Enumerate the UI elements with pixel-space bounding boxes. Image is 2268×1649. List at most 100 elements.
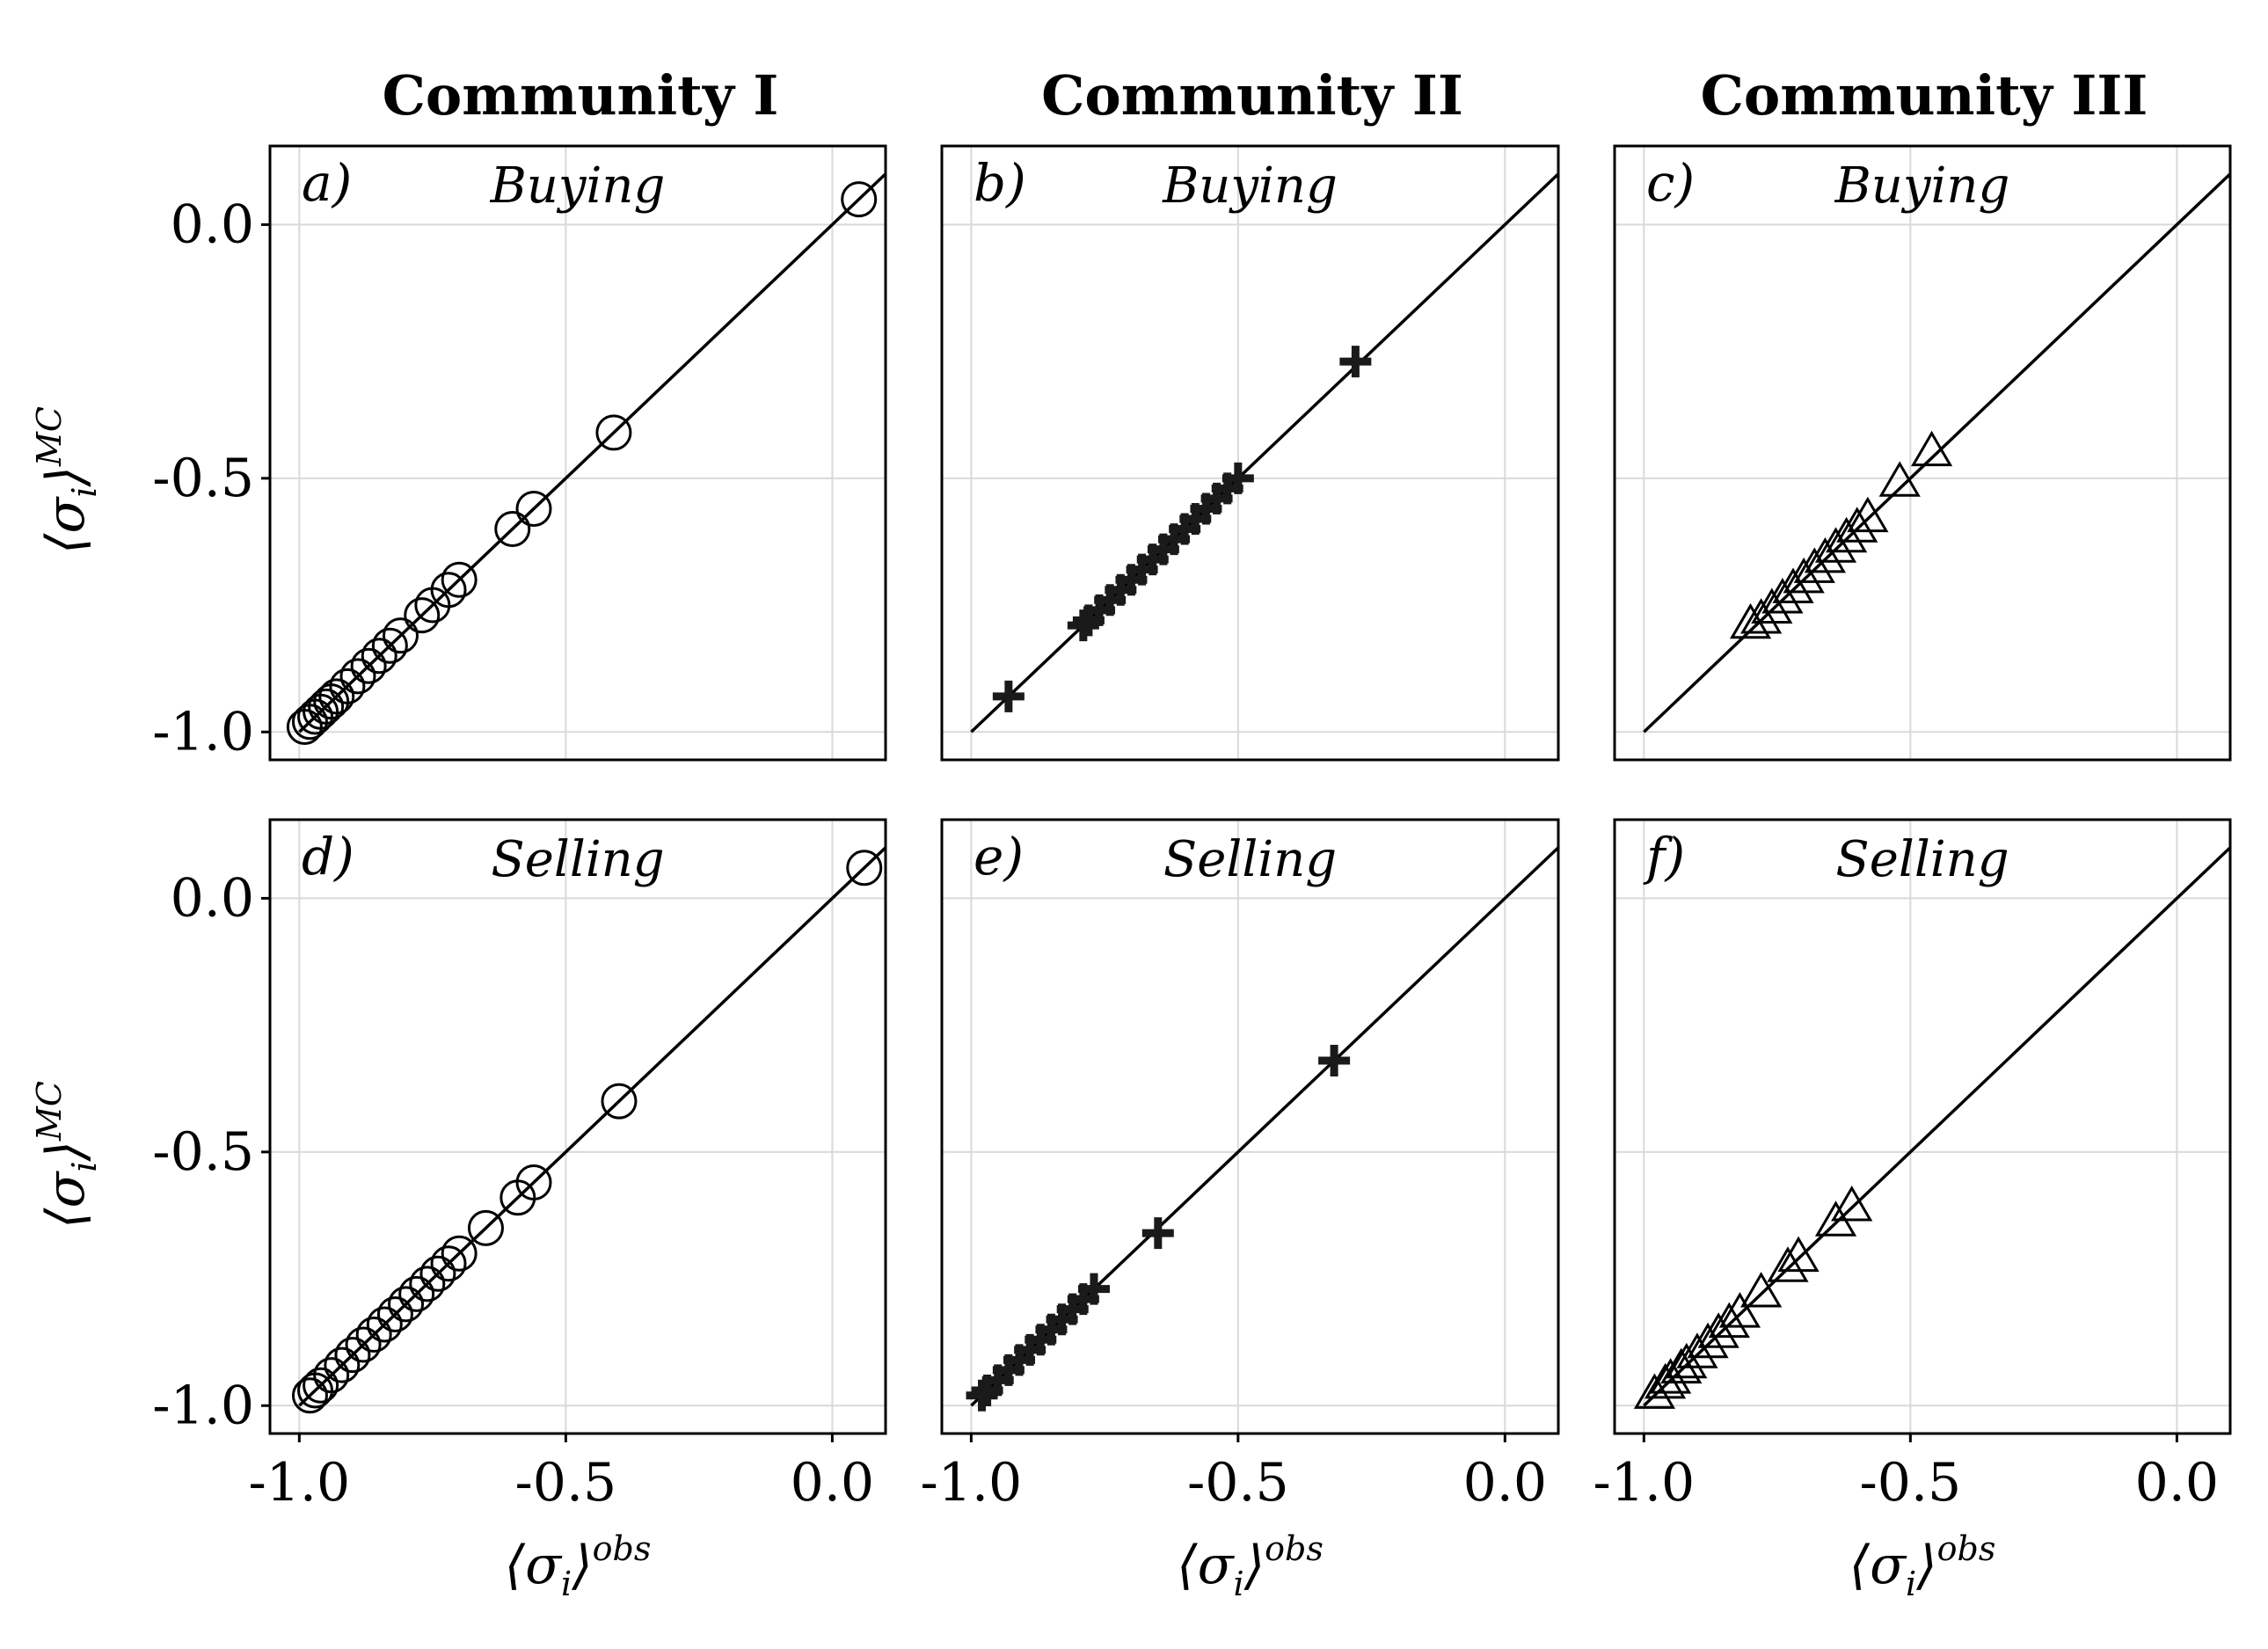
data-point <box>376 1295 413 1332</box>
data-point <box>992 680 1025 712</box>
x-axis-label-sub: i <box>561 1565 572 1603</box>
data-point <box>1814 1200 1857 1237</box>
panel-letter: b) <box>974 153 1026 213</box>
data-point <box>1339 346 1372 378</box>
y-axis-label-main: ⟨σ <box>35 1171 97 1229</box>
column-title-2: Community II <box>1041 63 1463 128</box>
data-point <box>1676 1332 1718 1368</box>
y-axis-label-sub: i <box>65 486 104 497</box>
plot-frame <box>1613 818 2232 1435</box>
panel-d: d) Selling -1.0 -0.5 0.0 -1.0 -0.5 0.0 <box>152 818 887 1514</box>
y-tick-label: 0.0 <box>171 193 254 255</box>
data-point <box>1761 577 1804 614</box>
panel-subtitle: Buying <box>1834 157 2010 215</box>
panel-subtitle: Selling <box>491 831 664 888</box>
panel-subtitle: Buying <box>1162 157 1338 215</box>
y-axis-label-bottom: ⟨σi⟩MC <box>30 1081 104 1229</box>
data-point <box>350 647 387 684</box>
panel-letter: a) <box>302 153 352 213</box>
x-axis-label-sup: obs <box>593 1529 652 1568</box>
data-point <box>414 587 451 624</box>
data-point <box>1633 1373 1676 1409</box>
data-point <box>1740 1272 1783 1308</box>
svg-text:⟨σi⟩obs: ⟨σi⟩obs <box>505 1529 652 1603</box>
panel-f: f) Selling -1.0 -0.5 0.0 <box>1593 818 2232 1514</box>
data-point <box>846 850 883 887</box>
panel-b: b) Buying <box>940 144 1560 762</box>
panel-subtitle: Selling <box>1835 831 2009 888</box>
plot-frame <box>268 818 887 1435</box>
x-tick-label: -1.0 <box>248 1452 350 1514</box>
data-point <box>291 1377 328 1414</box>
plot-frame <box>268 144 887 762</box>
data-point <box>1666 1342 1708 1379</box>
y-tick-label: -1.0 <box>152 701 254 762</box>
data-point <box>1067 609 1099 642</box>
x-tick-label: -1.0 <box>921 1452 1023 1514</box>
data-point <box>355 1317 392 1353</box>
x-axis-label-main: ⟨σ <box>1177 1535 1235 1596</box>
data-point <box>441 1235 478 1272</box>
data-point <box>1718 1292 1761 1328</box>
data-point <box>1141 1217 1174 1250</box>
y-axis-label-sub: i <box>65 1161 104 1171</box>
x-tick-label: -0.5 <box>515 1452 617 1514</box>
data-point <box>1687 1322 1729 1359</box>
data-point <box>494 511 531 548</box>
column-title-3: Community III <box>1701 63 2148 128</box>
data-point <box>1783 557 1825 594</box>
data-point <box>1826 516 1868 553</box>
data-point <box>515 490 552 527</box>
y-tick-label: -0.5 <box>152 448 254 509</box>
identity-line <box>298 172 887 733</box>
svg-text:⟨σi⟩obs: ⟨σi⟩obs <box>1177 1529 1324 1603</box>
x-axis-labels: ⟨σi⟩obs ⟨σi⟩obs ⟨σi⟩obs <box>505 1529 1996 1603</box>
data-point <box>1831 1186 1873 1222</box>
x-axis-label-sup: obs <box>1265 1529 1324 1568</box>
data-point <box>361 638 397 675</box>
panel-subtitle: Buying <box>490 157 666 215</box>
panel-a: a) Buying -1.0 -0.5 0.0 <box>152 144 887 762</box>
x-axis-label-sup: obs <box>1937 1529 1996 1568</box>
data-point <box>966 1379 998 1412</box>
data-point <box>1767 1246 1809 1282</box>
data-point <box>1804 536 1847 573</box>
panel-subtitle: Selling <box>1163 831 1337 888</box>
data-point <box>404 597 441 634</box>
data-point <box>409 1266 446 1302</box>
data-point <box>303 1367 339 1404</box>
plot-frame <box>940 144 1560 762</box>
y-tick-label: 0.0 <box>171 867 254 929</box>
panels: a) Buying -1.0 -0.5 0.0 b) Buying c) Buying d) Sel… <box>152 144 2232 1514</box>
data-point <box>1644 1362 1687 1399</box>
x-axis-label-sub: i <box>1906 1565 1916 1603</box>
data-point <box>388 1286 425 1323</box>
data-point <box>971 1374 1003 1406</box>
data-point <box>345 1326 382 1363</box>
panel-letter: f) <box>1643 827 1685 887</box>
identity-line <box>298 846 887 1407</box>
svg-text:⟨σi⟩MC: ⟨σi⟩MC <box>30 406 104 554</box>
identity-line <box>970 172 1560 733</box>
data-point <box>291 704 328 741</box>
plot-frame <box>940 818 1560 1435</box>
identity-line <box>1643 846 2232 1407</box>
panel-letter: e) <box>974 827 1024 887</box>
y-axis-label-sup: MC <box>30 406 69 467</box>
data-point <box>1814 527 1857 563</box>
x-axis-label-main: ⟨σ <box>1849 1535 1907 1596</box>
data-point <box>382 617 419 654</box>
data-point <box>297 698 334 735</box>
data-point <box>398 1275 435 1312</box>
svg-text:⟨σi⟩obs: ⟨σi⟩obs <box>1849 1529 1996 1603</box>
identity-line <box>1643 172 2232 733</box>
x-tick-label: -1.0 <box>1593 1452 1695 1514</box>
data-point <box>324 1346 361 1383</box>
data-point <box>1793 547 1835 583</box>
data-point <box>1836 507 1878 543</box>
y-axis-label-top: ⟨σi⟩MC <box>30 406 104 554</box>
x-tick-label: 0.0 <box>2135 1452 2219 1514</box>
y-tick-label: -1.0 <box>152 1375 254 1436</box>
data-point <box>1072 604 1105 637</box>
data-point <box>1772 567 1814 603</box>
